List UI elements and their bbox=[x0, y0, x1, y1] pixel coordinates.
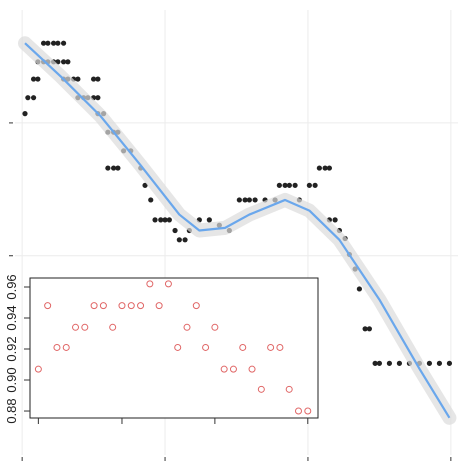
point bbox=[45, 40, 51, 46]
point bbox=[202, 343, 210, 351]
point bbox=[142, 182, 148, 188]
point bbox=[285, 385, 293, 393]
y-tick-label: 0.96 bbox=[4, 274, 19, 299]
point bbox=[158, 217, 164, 223]
point bbox=[436, 360, 443, 366]
point bbox=[166, 217, 172, 223]
point bbox=[332, 217, 338, 223]
point bbox=[90, 302, 98, 310]
point bbox=[60, 59, 67, 65]
point bbox=[276, 343, 284, 351]
point bbox=[50, 40, 57, 46]
point bbox=[220, 365, 228, 373]
point bbox=[81, 323, 89, 331]
point bbox=[396, 360, 403, 366]
point bbox=[376, 360, 383, 366]
point bbox=[174, 343, 182, 351]
point bbox=[155, 302, 163, 310]
y-tick-label: 0.88 bbox=[4, 398, 19, 423]
point bbox=[312, 182, 318, 188]
y-tick-label: 0.92 bbox=[4, 336, 19, 361]
point bbox=[229, 365, 237, 373]
point bbox=[183, 323, 191, 331]
point bbox=[426, 360, 433, 366]
point bbox=[282, 182, 288, 188]
point bbox=[236, 197, 242, 203]
y-tick-label: 0.94 bbox=[4, 305, 19, 330]
point bbox=[95, 76, 101, 82]
point bbox=[326, 165, 332, 171]
point bbox=[90, 76, 97, 82]
point bbox=[55, 40, 61, 46]
point bbox=[95, 95, 101, 101]
point bbox=[248, 365, 256, 373]
point bbox=[162, 217, 168, 223]
point bbox=[99, 302, 107, 310]
smooth-line bbox=[24, 42, 451, 419]
point bbox=[306, 182, 312, 188]
point bbox=[118, 302, 126, 310]
point bbox=[172, 227, 178, 234]
point bbox=[62, 343, 70, 351]
point bbox=[246, 197, 252, 203]
point bbox=[152, 217, 158, 223]
point bbox=[267, 343, 275, 351]
point bbox=[286, 182, 292, 188]
point bbox=[127, 302, 135, 310]
point bbox=[22, 111, 28, 117]
point bbox=[372, 360, 378, 366]
point bbox=[35, 76, 41, 82]
point bbox=[192, 302, 200, 310]
point bbox=[294, 407, 302, 415]
point bbox=[164, 280, 172, 288]
point bbox=[362, 326, 368, 332]
point bbox=[137, 302, 145, 310]
point bbox=[40, 40, 47, 46]
point bbox=[252, 197, 258, 203]
point bbox=[53, 343, 61, 351]
point bbox=[115, 165, 121, 171]
point bbox=[239, 343, 247, 351]
point bbox=[111, 165, 117, 171]
point bbox=[25, 95, 31, 101]
point bbox=[105, 165, 111, 171]
point bbox=[366, 326, 372, 332]
point bbox=[356, 286, 362, 292]
point bbox=[182, 237, 188, 243]
point bbox=[30, 95, 37, 101]
point bbox=[386, 360, 393, 366]
point bbox=[316, 165, 322, 171]
point bbox=[44, 302, 52, 310]
point bbox=[34, 365, 42, 373]
point bbox=[304, 407, 312, 415]
point bbox=[72, 323, 80, 331]
point bbox=[75, 76, 81, 82]
point bbox=[276, 182, 282, 188]
point bbox=[322, 165, 328, 171]
inset-frame bbox=[29, 277, 319, 419]
point bbox=[109, 323, 117, 331]
point bbox=[60, 40, 67, 46]
point bbox=[211, 323, 219, 331]
y-tick-label: 0.90 bbox=[4, 367, 19, 392]
point bbox=[176, 237, 182, 243]
point bbox=[292, 182, 298, 188]
point bbox=[65, 59, 71, 65]
point bbox=[148, 197, 154, 203]
point bbox=[146, 280, 154, 288]
point bbox=[206, 217, 212, 223]
point bbox=[30, 76, 37, 82]
point bbox=[446, 360, 453, 366]
point bbox=[257, 385, 265, 393]
point bbox=[242, 197, 248, 203]
